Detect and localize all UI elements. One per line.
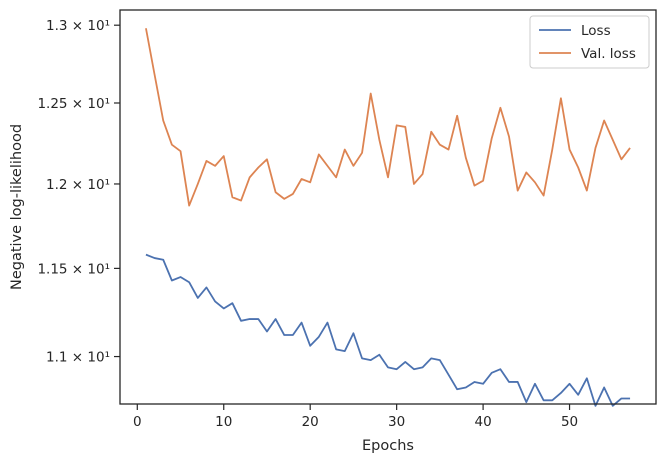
plot-area bbox=[120, 10, 656, 404]
series-line-val-loss bbox=[145, 28, 631, 207]
legend: Loss Val. loss bbox=[529, 15, 650, 69]
x-axis: 0 10 20 30 40 50 bbox=[133, 404, 578, 430]
x-tick-label: 0 bbox=[133, 414, 142, 430]
legend-label-loss: Loss bbox=[581, 23, 611, 39]
legend-box bbox=[529, 15, 650, 69]
y-tick-label: 1.1 × 10¹ bbox=[46, 350, 110, 366]
y-tick-label: 1.15 × 10¹ bbox=[37, 261, 110, 277]
x-tick-label: 50 bbox=[561, 414, 578, 430]
y-tick-label: 1.3 × 10¹ bbox=[46, 18, 110, 34]
legend-label-val-loss: Val. loss bbox=[581, 46, 636, 62]
y-axis: 1.1 × 10¹ 1.15 × 10¹ 1.2 × 10¹ 1.25 × 10¹ 1.… bbox=[37, 18, 120, 366]
x-tick-label: 10 bbox=[215, 414, 232, 430]
plot-frame bbox=[119, 9, 657, 405]
series-layer bbox=[145, 28, 631, 407]
y-tick-label: 1.25 × 10¹ bbox=[37, 96, 110, 112]
x-tick-label: 30 bbox=[388, 414, 405, 430]
series-line-loss bbox=[145, 253, 631, 407]
x-axis-label: Epochs bbox=[362, 438, 414, 454]
y-axis-label: Negative log-likelihood bbox=[9, 124, 25, 290]
y-tick-label: 1.2 × 10¹ bbox=[46, 177, 110, 193]
x-tick-label: 40 bbox=[475, 414, 492, 430]
x-tick-label: 20 bbox=[302, 414, 319, 430]
